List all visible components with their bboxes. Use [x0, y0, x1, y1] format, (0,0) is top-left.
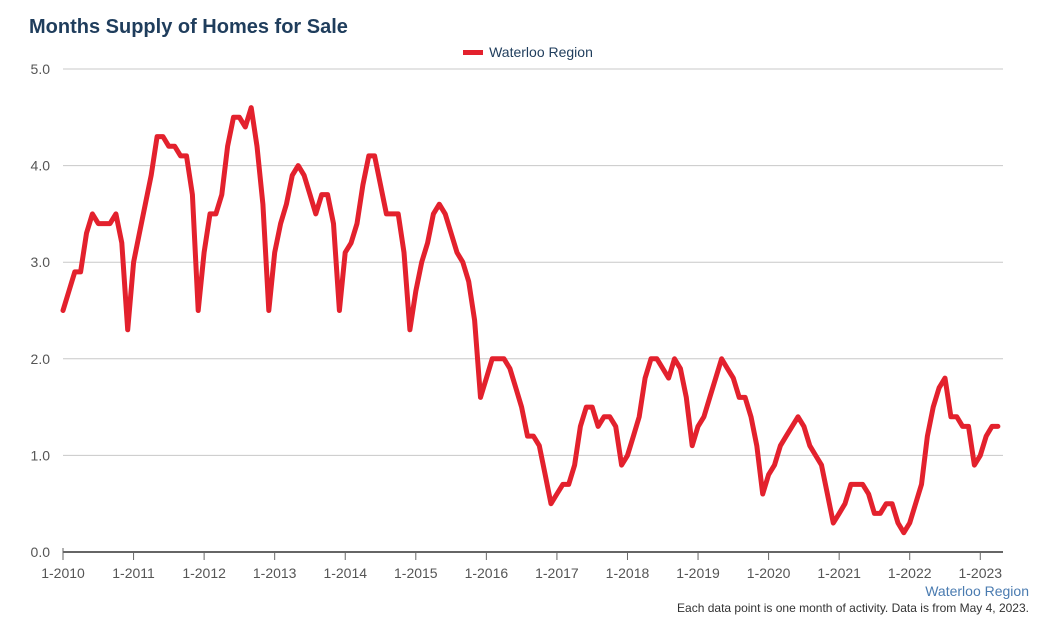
legend-swatch	[463, 49, 484, 55]
x-tick-label: 1-2019	[676, 565, 720, 581]
x-tick-label: 1-2021	[817, 565, 861, 581]
axes: 0.0 1.0 2.0 3.0 4.0 5.0 1-2010 1-2011 1-2012 1-20…	[31, 61, 1003, 581]
source-label: Waterloo Region	[925, 583, 1029, 599]
x-tick-label: 1-2023	[958, 565, 1002, 581]
series-line-waterloo-region	[60, 105, 1001, 536]
y-tick-label: 5.0	[31, 61, 51, 77]
chart-title: Months Supply of Homes for Sale	[29, 16, 348, 38]
grid-lines	[63, 68, 1003, 456]
x-tick-label: 1-2014	[323, 565, 367, 581]
footnote: Each data point is one month of activity…	[677, 601, 1029, 615]
y-tick-label: 3.0	[31, 254, 51, 270]
x-tick-label: 1-2020	[747, 565, 791, 581]
y-tick-label: 1.0	[31, 447, 51, 463]
x-tick-label: 1-2022	[888, 565, 932, 581]
x-tick-label: 1-2012	[182, 565, 226, 581]
y-tick-label: 4.0	[31, 158, 51, 174]
x-tick-label: 1-2017	[535, 565, 579, 581]
x-tick-label: 1-2015	[394, 565, 438, 581]
series-layer	[60, 105, 1001, 536]
x-tick-label: 1-2011	[112, 565, 155, 581]
y-tick-label: 2.0	[31, 351, 51, 367]
y-tick-label: 0.0	[31, 544, 51, 560]
x-tick-label: 1-2016	[465, 565, 509, 581]
chart-legend[interactable]: Waterloo Region	[0, 44, 1056, 60]
x-tick-label: 1-2018	[606, 565, 650, 581]
x-tick-label: 1-2010	[41, 565, 85, 581]
x-tick-label: 1-2013	[253, 565, 297, 581]
legend-label: Waterloo Region	[489, 44, 593, 60]
